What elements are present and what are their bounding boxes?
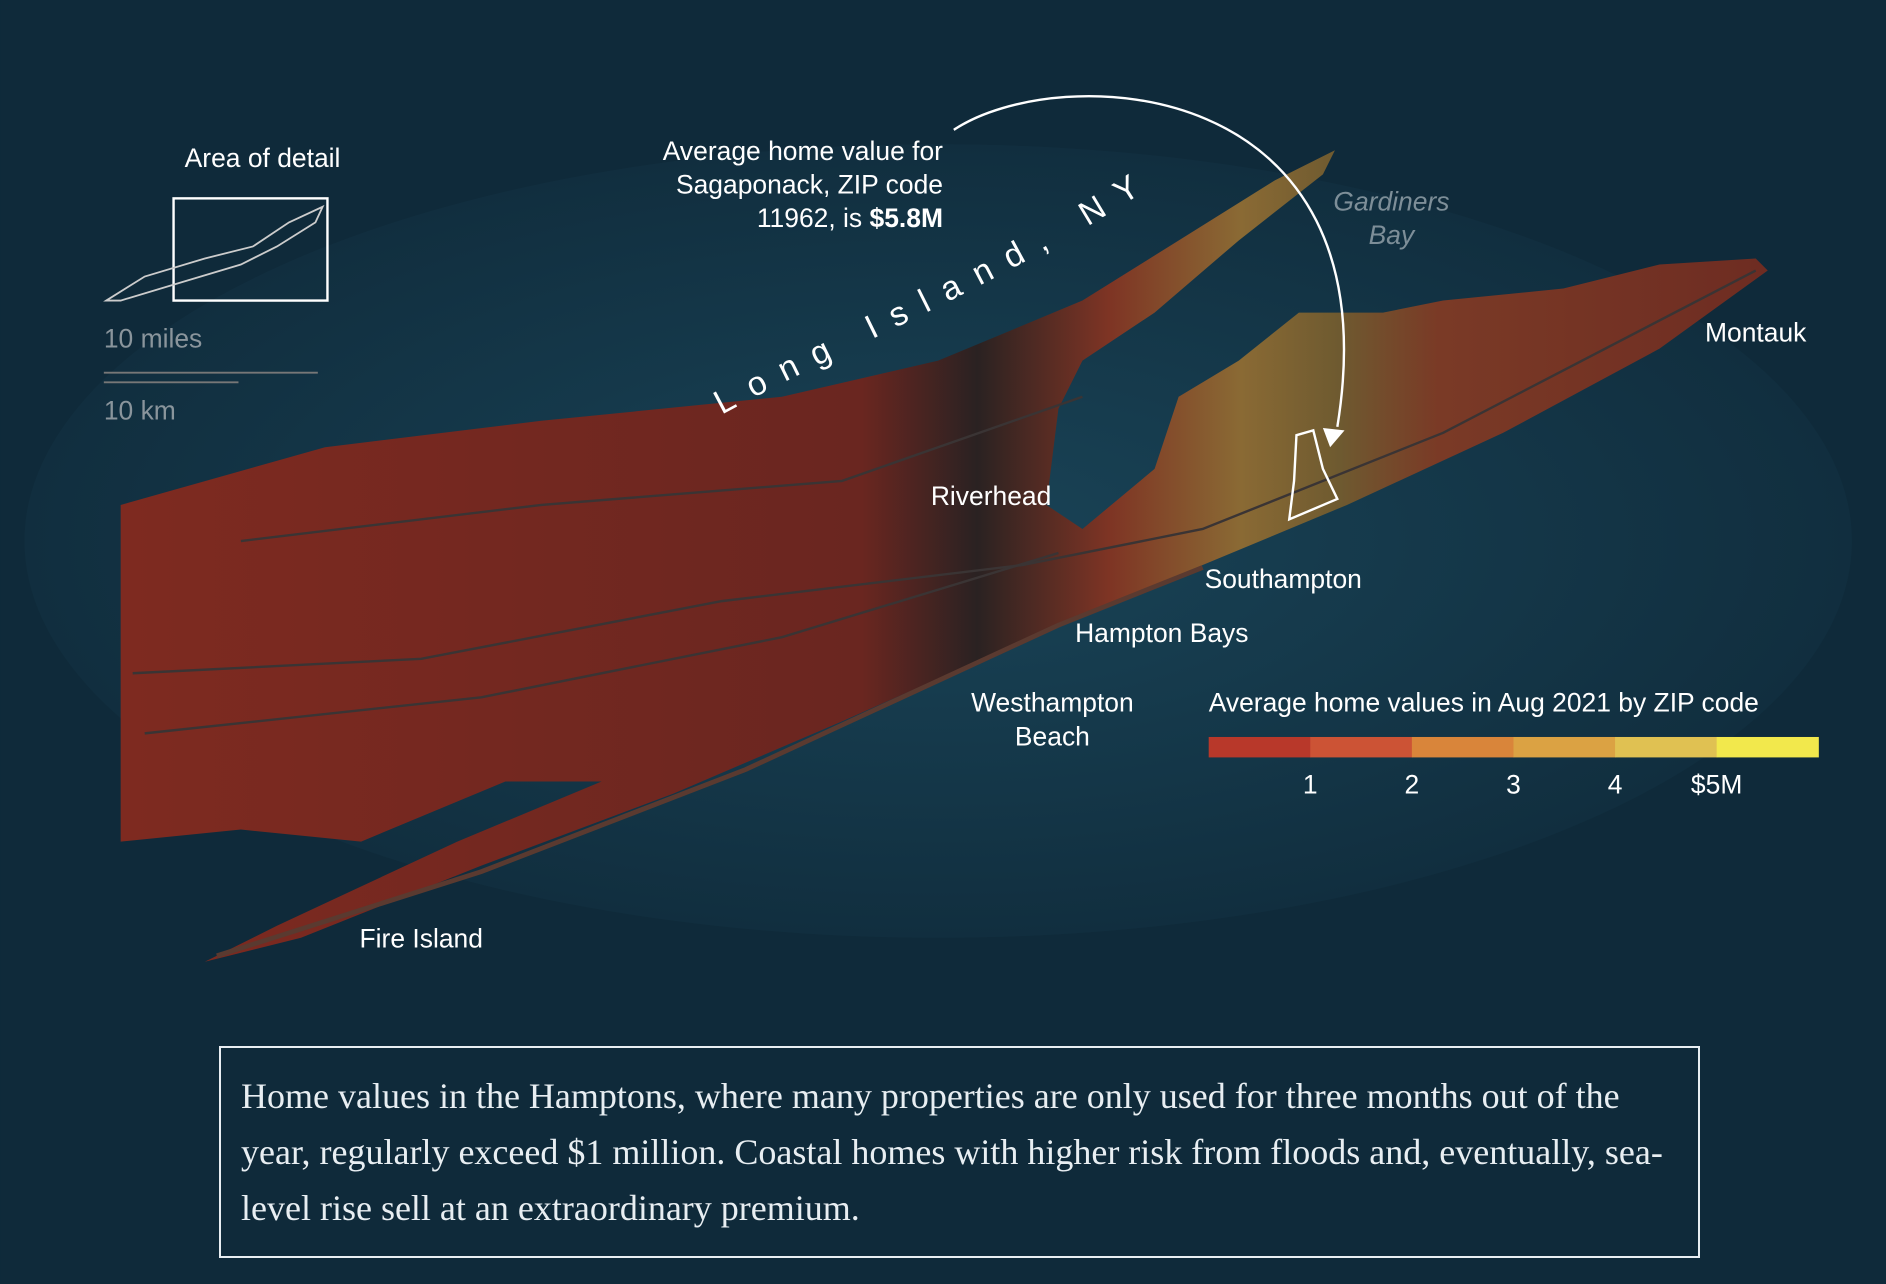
sagaponack-outline <box>1287 428 1339 522</box>
water-label: Gardiners <box>1333 186 1449 216</box>
inset-frame <box>172 197 329 302</box>
annotation-arrow <box>953 95 1346 427</box>
scale-label: 10 km <box>104 396 176 426</box>
legend-tick-label: 1 <box>1303 769 1318 799</box>
legend-tick-label: 2 <box>1405 769 1420 799</box>
labels: Gardiners Bay Average home value for Sagapo… <box>360 136 1819 953</box>
inset-title: Area of detail <box>185 143 341 173</box>
place-label: Southampton <box>1205 564 1362 594</box>
roads <box>132 269 1757 735</box>
arrowhead <box>1322 428 1345 448</box>
legend-swatch <box>1310 736 1413 758</box>
legend-swatch <box>1716 736 1819 758</box>
scale-label: 10 miles <box>104 323 202 353</box>
place-label: Hampton Bays <box>1075 618 1248 648</box>
place-label: Montauk <box>1705 317 1807 347</box>
legend-title: Average home values in Aug 2021 by ZIP c… <box>1209 688 1759 718</box>
place-label: Beach <box>1015 721 1090 751</box>
legend-swatch <box>1411 736 1515 758</box>
caption: Home values in the Hamptons, where many … <box>219 1046 1700 1258</box>
legend-tick-label: $5M <box>1691 769 1742 799</box>
annotation-text: 11962, is $5.8M <box>757 203 943 233</box>
annotation-line: Sagaponack, ZIP code <box>676 170 943 200</box>
barrier-beach <box>216 565 1204 959</box>
water-label: Bay <box>1369 220 1416 250</box>
legend-swatch <box>1208 736 1311 758</box>
legend-swatch <box>1513 736 1616 758</box>
legend-swatch <box>1615 736 1718 758</box>
island <box>120 150 1768 962</box>
annotation-highlight: $5.8M <box>870 203 943 233</box>
annotation-line: Average home value for <box>663 136 943 166</box>
place-label: Fire Island <box>360 923 483 953</box>
annotation-line: 11962, is <box>757 203 870 233</box>
place-label: Riverhead <box>931 481 1052 511</box>
legend-tick-label: 3 <box>1506 769 1521 799</box>
legend-tick-label: 4 <box>1608 769 1623 799</box>
inset-island <box>103 204 325 302</box>
annotation-text: Average home value for <box>663 136 943 166</box>
place-label: Westhampton <box>971 688 1134 718</box>
annotation-text: Sagaponack, ZIP code <box>676 170 943 200</box>
